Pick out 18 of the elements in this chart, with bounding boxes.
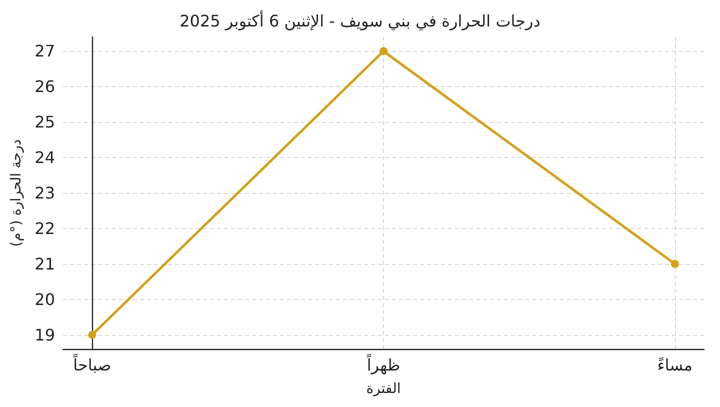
y-tick-label: 24: [34, 148, 55, 168]
point: [88, 330, 96, 339]
y-tick-label: 19: [34, 325, 55, 344]
point: [380, 47, 388, 56]
x-tick-label: ظهراً: [366, 352, 400, 374]
x-tick-label: مساءً: [657, 356, 692, 374]
y-tick-label: 23: [34, 184, 55, 202]
y-tick-label: 22: [34, 218, 55, 238]
y-tick-label: 21: [34, 254, 55, 274]
x-axis-title: الفترة: [366, 381, 401, 397]
chart-title: درجات الحرارة في بني سويف - الإثنين 6 أكتوبر 2025: [180, 10, 540, 30]
y-tick-label: 26: [34, 77, 55, 96]
point: [670, 260, 679, 268]
x-tick-label: صباحاً: [72, 352, 112, 374]
y-axis-title: درجة الحرارة (°م): [8, 139, 25, 247]
y-tick-label: 27: [34, 42, 55, 61]
y-tick-label: 25: [34, 112, 55, 132]
y-tick-label: 20: [34, 290, 55, 309]
